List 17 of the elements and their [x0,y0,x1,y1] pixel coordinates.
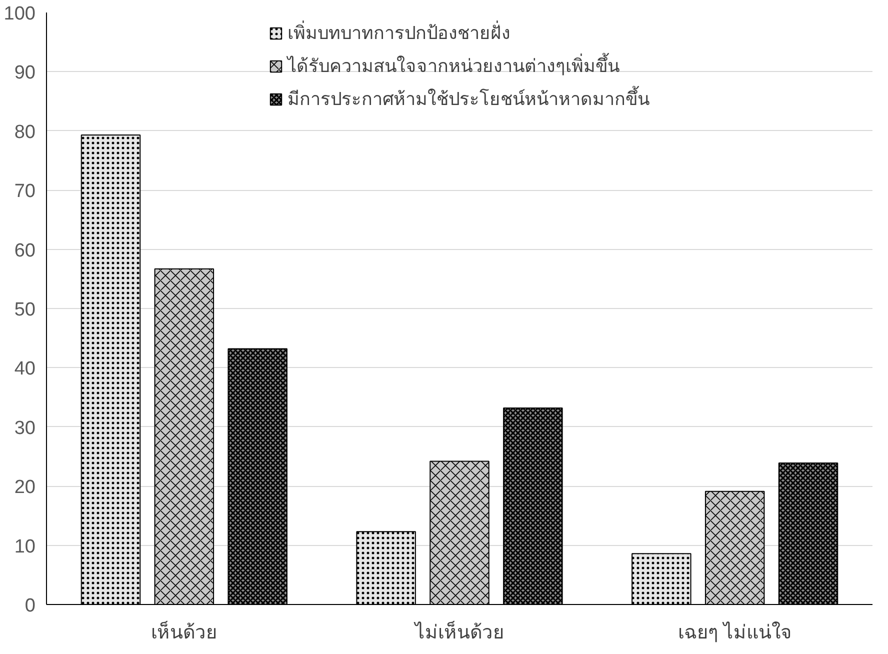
y-tick-label: 100 [4,4,36,24]
y-tick-label: 80 [14,122,36,143]
y-tick-label: 0 [24,596,36,616]
y-tick-label: 50 [14,300,36,320]
x-tick-label: เฉยๆ ไม่แน่ใจ [678,622,792,644]
y-tick-label: 40 [14,358,36,380]
y-tick-label: 10 [14,536,36,558]
legend-label: เพิ่มบทบาทการปกป้องชายฝั่ง [288,20,510,45]
y-tick-label: 20 [14,477,36,498]
y-tick-label: 30 [14,418,36,439]
legend-label: มีการประกาศห้ามใช้ประโยชน์หน้าหาดมากขึ้น [288,84,650,111]
y-tick-label: 70 [14,181,36,202]
y-tick-label: 90 [14,62,36,84]
x-tick-label: เห็นด้วย [151,620,218,644]
x-tick-label: ไม่เห็นด้วย [413,620,504,644]
legend-label: ได้รับความสนใจจากหน่วยงานต่างๆเพิ่มขึ้น [288,52,620,78]
y-tick-label: 60 [14,240,36,262]
